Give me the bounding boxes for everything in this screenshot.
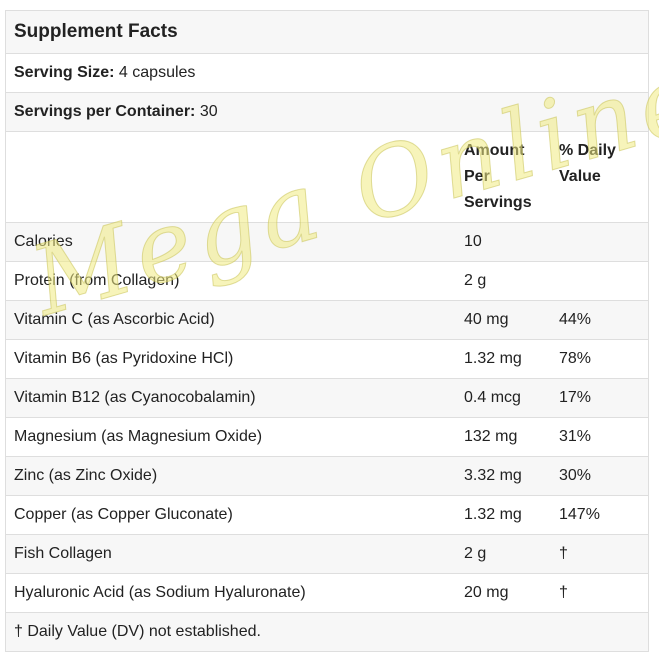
nutrient-name: Hyaluronic Acid (as Sodium Hyaluronate) xyxy=(14,584,306,601)
nutrient-name: Magnesium (as Magnesium Oxide) xyxy=(14,428,263,445)
servings-per-container: Servings per Container: 30 xyxy=(14,99,218,125)
nutrient-daily-value: 31% xyxy=(559,428,592,445)
nutrient-name: Vitamin B12 (as Cyanocobalamin) xyxy=(14,389,256,406)
amount-header-line3: Servings xyxy=(464,194,532,211)
nutrient-daily-value: 30% xyxy=(559,467,592,484)
servings-per-container-label: Servings per Container: xyxy=(14,103,196,120)
table-row: Protein (from Collagen) 2 g xyxy=(6,262,648,301)
table-row: Hyaluronic Acid (as Sodium Hyaluronate) … xyxy=(6,574,648,613)
servings-per-container-value: 30 xyxy=(195,103,218,120)
table-row: Magnesium (as Magnesium Oxide) 132 mg 31… xyxy=(6,418,648,457)
amount-header-line2: Per xyxy=(464,168,490,185)
nutrient-daily-value: 44% xyxy=(559,311,592,328)
daily-value-header: % Daily Value xyxy=(559,138,616,190)
table-row: Fish Collagen 2 g † xyxy=(6,535,648,574)
table-row: Vitamin B12 (as Cyanocobalamin) 0.4 mcg … xyxy=(6,379,648,418)
nutrient-daily-value: 147% xyxy=(559,506,600,523)
nutrient-amount: 1.32 mg xyxy=(464,350,522,367)
title-row: Supplement Facts xyxy=(6,11,648,54)
panel-title: Supplement Facts xyxy=(14,21,178,42)
nutrient-amount: 1.32 mg xyxy=(464,506,522,523)
serving-size: Serving Size: 4 capsules xyxy=(14,60,195,86)
serving-size-label: Serving Size: xyxy=(14,64,115,81)
table-row: Zinc (as Zinc Oxide) 3.32 mg 30% xyxy=(6,457,648,496)
nutrient-name: Calories xyxy=(14,233,73,250)
table-row: Copper (as Copper Gluconate) 1.32 mg 147… xyxy=(6,496,648,535)
amount-header: Amount Per Servings xyxy=(464,138,532,216)
nutrient-amount: 2 g xyxy=(464,545,487,562)
nutrient-amount: 3.32 mg xyxy=(464,467,522,484)
nutrient-amount: 20 mg xyxy=(464,584,509,601)
daily-value-header-line2: Value xyxy=(559,168,601,185)
nutrient-daily-value: 78% xyxy=(559,350,592,367)
footnote-row: † Daily Value (DV) not established. xyxy=(6,613,648,651)
daily-value-header-line1: % Daily xyxy=(559,142,616,159)
supplement-facts-panel: Supplement Facts Serving Size: 4 capsule… xyxy=(5,10,649,652)
serving-size-value: 4 capsules xyxy=(114,64,196,81)
footnote: † Daily Value (DV) not established. xyxy=(14,623,261,640)
nutrient-amount: 0.4 mcg xyxy=(464,389,521,406)
nutrient-amount: 40 mg xyxy=(464,311,509,328)
nutrient-daily-value: † xyxy=(559,545,568,562)
table-row: Vitamin C (as Ascorbic Acid) 40 mg 44% xyxy=(6,301,648,340)
nutrient-name: Copper (as Copper Gluconate) xyxy=(14,506,233,523)
nutrient-amount: 10 xyxy=(464,233,482,250)
nutrient-name: Zinc (as Zinc Oxide) xyxy=(14,467,158,484)
column-header-row: Amount Per Servings % Daily Value xyxy=(6,132,648,223)
servings-per-container-row: Servings per Container: 30 xyxy=(6,93,648,132)
nutrient-name: Vitamin B6 (as Pyridoxine HCl) xyxy=(14,350,234,367)
table-row: Calories 10 xyxy=(6,223,648,262)
nutrient-amount: 132 mg xyxy=(464,428,518,445)
nutrient-daily-value: † xyxy=(559,584,568,601)
nutrient-name: Fish Collagen xyxy=(14,545,112,562)
nutrient-name: Protein (from Collagen) xyxy=(14,272,180,289)
nutrient-name: Vitamin C (as Ascorbic Acid) xyxy=(14,311,215,328)
serving-size-row: Serving Size: 4 capsules xyxy=(6,54,648,93)
nutrient-amount: 2 g xyxy=(464,272,487,289)
table-row: Vitamin B6 (as Pyridoxine HCl) 1.32 mg 7… xyxy=(6,340,648,379)
amount-header-line1: Amount xyxy=(464,142,525,159)
nutrient-daily-value: 17% xyxy=(559,389,592,406)
